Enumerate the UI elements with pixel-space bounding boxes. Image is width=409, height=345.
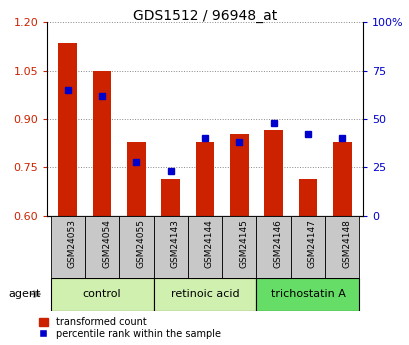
Text: trichostatin A: trichostatin A — [270, 289, 344, 299]
Bar — [161, 179, 180, 216]
Bar — [50, 216, 85, 278]
Text: GSM24146: GSM24146 — [273, 219, 282, 268]
Bar — [92, 71, 111, 216]
Bar — [85, 216, 119, 278]
Bar — [119, 216, 153, 278]
Bar — [153, 278, 256, 310]
Legend: transformed count, percentile rank within the sample: transformed count, percentile rank withi… — [38, 316, 222, 340]
Text: control: control — [83, 289, 121, 299]
Bar — [256, 278, 359, 310]
Bar — [222, 216, 256, 278]
Bar — [153, 216, 187, 278]
Text: GSM24143: GSM24143 — [170, 219, 179, 268]
Bar — [195, 141, 214, 216]
Bar — [324, 216, 359, 278]
Text: GSM24145: GSM24145 — [239, 219, 248, 268]
Text: retinoic acid: retinoic acid — [170, 289, 239, 299]
Bar — [229, 134, 248, 216]
Text: GDS1512 / 96948_at: GDS1512 / 96948_at — [133, 9, 276, 23]
Text: GSM24147: GSM24147 — [307, 219, 316, 268]
Text: GSM24053: GSM24053 — [67, 219, 76, 268]
Text: GSM24148: GSM24148 — [342, 219, 351, 268]
Text: GSM24055: GSM24055 — [136, 219, 145, 268]
Bar — [50, 278, 153, 310]
Bar — [263, 130, 282, 216]
Bar — [127, 141, 146, 216]
Bar — [298, 179, 317, 216]
Bar — [58, 43, 77, 216]
Bar — [290, 216, 324, 278]
Text: GSM24144: GSM24144 — [204, 219, 213, 268]
Bar — [332, 141, 351, 216]
Text: agent: agent — [8, 289, 40, 299]
Text: GSM24054: GSM24054 — [102, 219, 111, 268]
Bar — [187, 216, 222, 278]
Bar — [256, 216, 290, 278]
